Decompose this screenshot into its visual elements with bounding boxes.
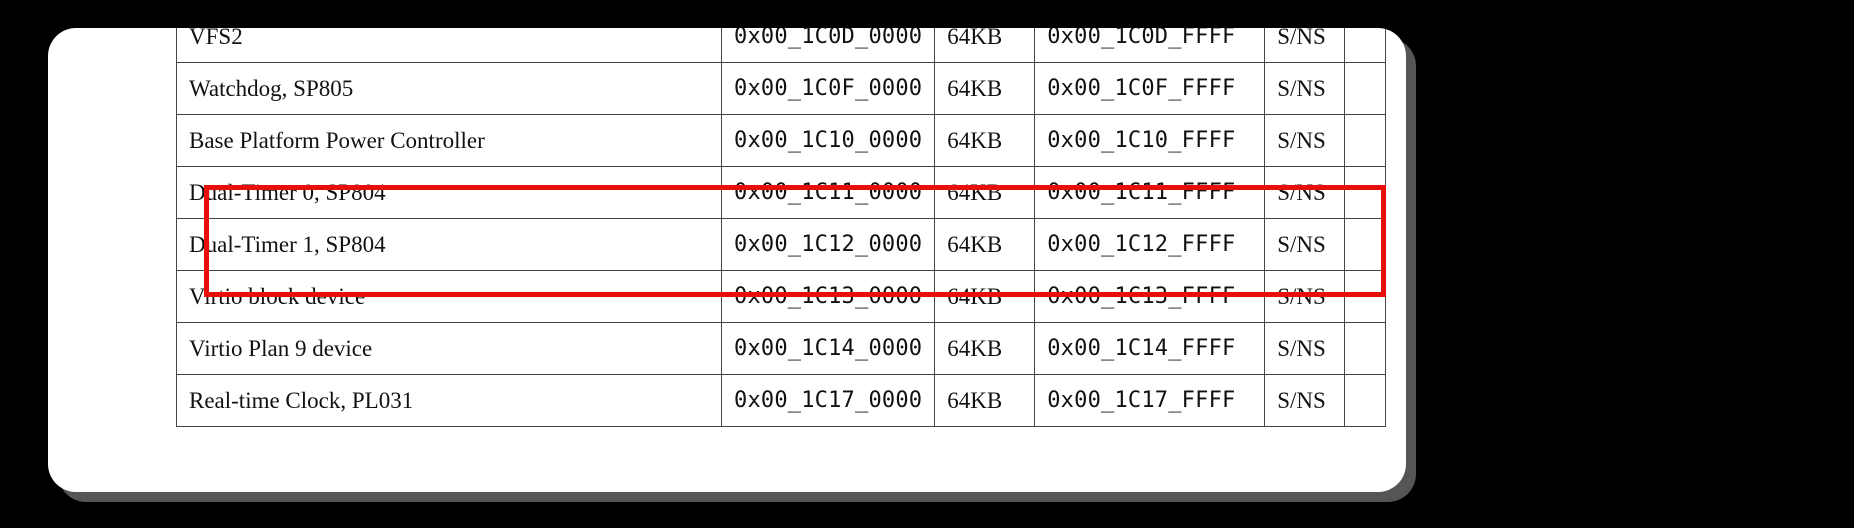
cell-start-address: 0x00_1C17_0000 [722, 375, 935, 427]
cell-security: S/NS [1265, 115, 1345, 167]
cell-security: S/NS [1265, 219, 1345, 271]
cell-end-address: 0x00_1C17_FFFF [1035, 375, 1265, 427]
cell-security: S/NS [1265, 167, 1345, 219]
cell-size: 64KB [935, 115, 1035, 167]
table-row: Real-time Clock, PL0310x00_1C17_000064KB… [177, 375, 1386, 427]
table-row: Watchdog, SP8050x00_1C0F_000064KB0x00_1C… [177, 63, 1386, 115]
cell-pad [1345, 219, 1386, 271]
cell-start-address: 0x00_1C10_0000 [722, 115, 935, 167]
cell-size: 64KB [935, 219, 1035, 271]
table-row: Base Platform Power Controller0x00_1C10_… [177, 115, 1386, 167]
table-row: Dual-Timer 0, SP8040x00_1C11_000064KB0x0… [177, 167, 1386, 219]
table-row: Virtio Plan 9 device0x00_1C14_000064KB0x… [177, 323, 1386, 375]
memory-map-table: VFS20x00_1C0D_000064KB0x00_1C0D_FFFFS/NS… [176, 28, 1386, 427]
cell-end-address: 0x00_1C10_FFFF [1035, 115, 1265, 167]
cell-peripheral-name: Watchdog, SP805 [177, 63, 722, 115]
cell-end-address: 0x00_1C13_FFFF [1035, 271, 1265, 323]
cell-pad [1345, 271, 1386, 323]
cell-start-address: 0x00_1C13_0000 [722, 271, 935, 323]
cell-pad [1345, 28, 1386, 63]
table-row: Dual-Timer 1, SP8040x00_1C12_000064KB0x0… [177, 219, 1386, 271]
cell-end-address: 0x00_1C0D_FFFF [1035, 28, 1265, 63]
cell-peripheral-name: Real-time Clock, PL031 [177, 375, 722, 427]
cell-pad [1345, 167, 1386, 219]
cell-size: 64KB [935, 375, 1035, 427]
document-card: VFS20x00_1C0D_000064KB0x00_1C0D_FFFFS/NS… [48, 28, 1406, 492]
memory-map-tbody: VFS20x00_1C0D_000064KB0x00_1C0D_FFFFS/NS… [177, 28, 1386, 427]
table-row: Virtio block device0x00_1C13_000064KB0x0… [177, 271, 1386, 323]
cell-start-address: 0x00_1C0F_0000 [722, 63, 935, 115]
cell-end-address: 0x00_1C14_FFFF [1035, 323, 1265, 375]
cell-start-address: 0x00_1C14_0000 [722, 323, 935, 375]
cell-pad [1345, 375, 1386, 427]
table-row: VFS20x00_1C0D_000064KB0x00_1C0D_FFFFS/NS [177, 28, 1386, 63]
cell-security: S/NS [1265, 271, 1345, 323]
cell-security: S/NS [1265, 28, 1345, 63]
cell-peripheral-name: Dual-Timer 1, SP804 [177, 219, 722, 271]
cell-security: S/NS [1265, 63, 1345, 115]
cell-size: 64KB [935, 323, 1035, 375]
cell-pad [1345, 323, 1386, 375]
cell-peripheral-name: Base Platform Power Controller [177, 115, 722, 167]
cell-peripheral-name: VFS2 [177, 28, 722, 63]
memory-map-table-wrap: VFS20x00_1C0D_000064KB0x00_1C0D_FFFFS/NS… [176, 28, 1386, 427]
cell-size: 64KB [935, 271, 1035, 323]
cell-security: S/NS [1265, 375, 1345, 427]
cell-peripheral-name: Virtio block device [177, 271, 722, 323]
cell-peripheral-name: Virtio Plan 9 device [177, 323, 722, 375]
cell-peripheral-name: Dual-Timer 0, SP804 [177, 167, 722, 219]
cell-start-address: 0x00_1C0D_0000 [722, 28, 935, 63]
cell-size: 64KB [935, 28, 1035, 63]
cell-end-address: 0x00_1C11_FFFF [1035, 167, 1265, 219]
cell-pad [1345, 115, 1386, 167]
cell-end-address: 0x00_1C12_FFFF [1035, 219, 1265, 271]
cell-start-address: 0x00_1C12_0000 [722, 219, 935, 271]
cell-start-address: 0x00_1C11_0000 [722, 167, 935, 219]
cell-size: 64KB [935, 63, 1035, 115]
cell-size: 64KB [935, 167, 1035, 219]
cell-end-address: 0x00_1C0F_FFFF [1035, 63, 1265, 115]
cell-pad [1345, 63, 1386, 115]
cell-security: S/NS [1265, 323, 1345, 375]
